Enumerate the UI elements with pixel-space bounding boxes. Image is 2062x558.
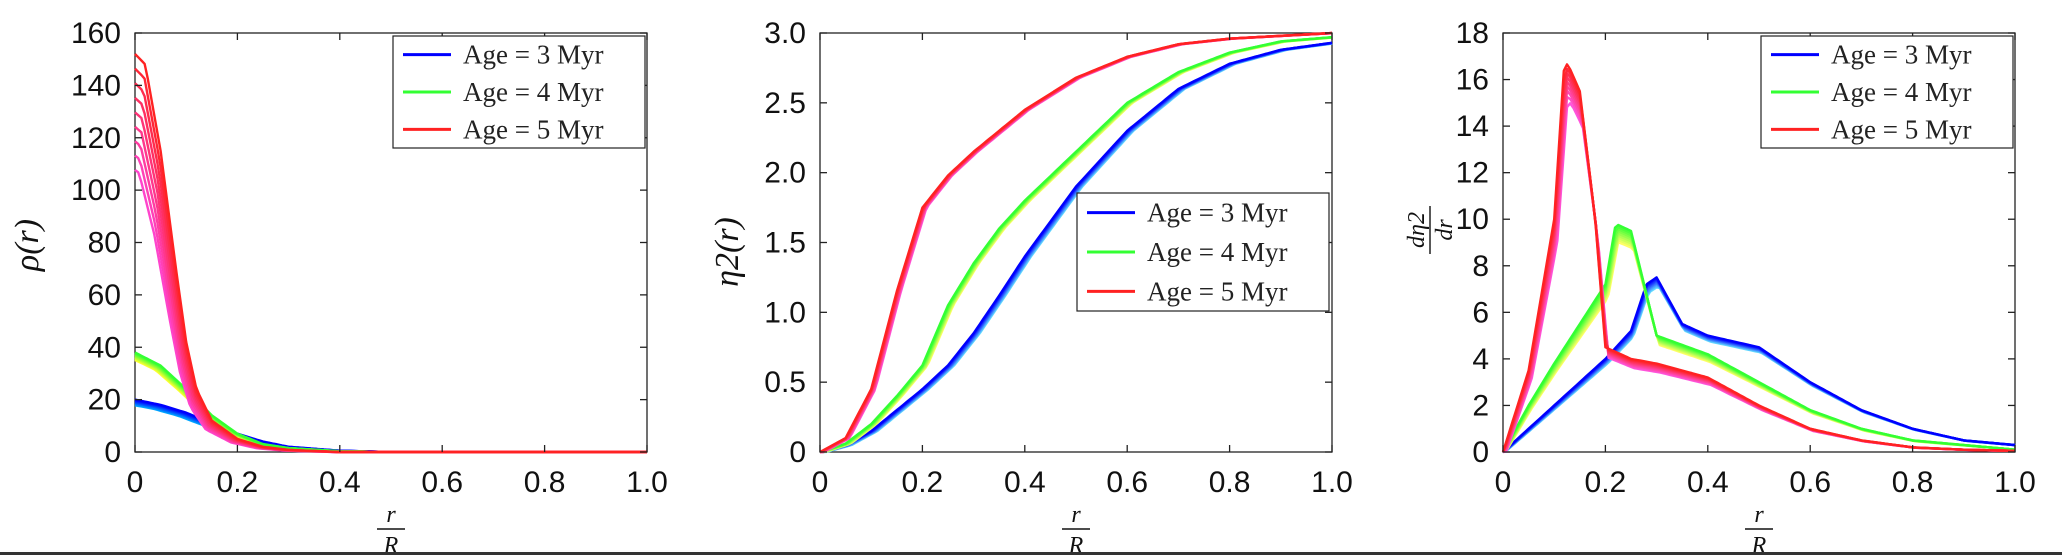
x-tick-label: 1.0 — [1994, 466, 2036, 499]
y-tick-label: 100 — [71, 174, 121, 207]
series-line — [134, 53, 647, 454]
x-label-denominator: R — [1068, 533, 1084, 558]
y-axis-label: η2(r) — [709, 217, 746, 287]
series-1 — [819, 41, 1333, 454]
legend-label-3: Age = 5 Myr — [1831, 114, 1971, 144]
x-tick-label: 0.4 — [319, 466, 361, 499]
legend: Age = 3 Myr Age = 4 Myr Age = 5 Myr — [1076, 192, 1330, 312]
x-axis-label: rR — [1745, 502, 1773, 558]
y-tick-label: 3.0 — [764, 17, 806, 50]
y-tick-label: 60 — [88, 279, 121, 312]
y-tick-label: 0 — [789, 436, 806, 469]
series-3 — [134, 53, 647, 454]
series-line — [1502, 276, 2016, 453]
y-tick-label: 120 — [71, 122, 121, 155]
series-2 — [1501, 223, 2016, 454]
series-2 — [819, 36, 1333, 454]
legend-label-3: Age = 5 Myr — [463, 114, 603, 144]
legend-label-1: Age = 3 Myr — [463, 40, 603, 70]
y-tick-label: 0 — [104, 436, 121, 469]
y-tick-label: 16 — [1456, 64, 1489, 97]
x-tick-label: 0.8 — [1209, 466, 1251, 499]
x-label-denominator: R — [1751, 533, 1767, 558]
x-tick-label: 0.6 — [1106, 466, 1148, 499]
series-3 — [819, 31, 1333, 454]
x-tick-label: 0 — [127, 466, 144, 499]
y-label-denominator: dr — [1432, 219, 1458, 241]
y-tick-label: 14 — [1456, 110, 1489, 143]
x-tick-label: 1.0 — [1311, 466, 1353, 499]
y-tick-label: 8 — [1472, 250, 1489, 283]
y-tick-label: 2 — [1472, 389, 1489, 422]
legend-label-1: Age = 3 Myr — [1831, 40, 1971, 70]
y-tick-label: 140 — [71, 69, 121, 102]
legend: Age = 3 Myr Age = 4 Myr Age = 5 Myr — [1760, 35, 2014, 149]
legend-label-3: Age = 5 Myr — [1147, 276, 1287, 306]
x-tick-label: 0.6 — [421, 466, 463, 499]
y-tick-label: 2.0 — [764, 157, 806, 190]
x-tick-label: 1.0 — [626, 466, 668, 499]
y-axis-label: dη2 dr — [1404, 206, 1458, 254]
series-line — [1501, 63, 2015, 453]
x-axis-label: rR — [377, 502, 405, 558]
legend-label-2: Age = 4 Myr — [463, 77, 603, 107]
y-tick-label: 20 — [88, 384, 121, 417]
y-tick-label: 1.5 — [764, 227, 806, 260]
y-tick-label: 6 — [1472, 296, 1489, 329]
series-1 — [1502, 276, 2016, 454]
series-line — [1501, 223, 2016, 453]
y-tick-label: 4 — [1472, 343, 1489, 376]
y-tick-label: 0.5 — [764, 366, 806, 399]
y-tick-label: 2.5 — [764, 87, 806, 120]
y-axis-label: ρ(r) — [9, 219, 46, 272]
x-tick-label: 0.2 — [1585, 466, 1627, 499]
chart-panel-2: 0 0.2 0.4 0.6 0.8 1.000.51.01.52.02.53.0rRη2(… — [709, 17, 1353, 558]
x-tick-label: 0.8 — [524, 466, 566, 499]
x-axis-label: rR — [1062, 502, 1090, 558]
x-tick-label: 0 — [812, 466, 829, 499]
x-tick-label: 0.4 — [1004, 466, 1046, 499]
x-label-numerator: r — [386, 502, 396, 528]
y-tick-label: 10 — [1456, 203, 1489, 236]
x-tick-label: 0.2 — [217, 466, 259, 499]
x-label-numerator: r — [1071, 502, 1081, 528]
y-tick-label: 40 — [88, 331, 121, 364]
y-tick-label: 160 — [71, 17, 121, 50]
series-3 — [1501, 63, 2016, 454]
x-tick-label: 0 — [1495, 466, 1512, 499]
series-line — [819, 36, 1333, 454]
legend: Age = 3 Myr Age = 4 Myr Age = 5 Myr — [392, 35, 646, 149]
x-tick-label: 0.2 — [902, 466, 944, 499]
y-tick-label: 0 — [1472, 436, 1489, 469]
y-tick-label: 12 — [1456, 157, 1489, 190]
legend-label-1: Age = 3 Myr — [1147, 198, 1287, 228]
series-line — [819, 31, 1333, 454]
legend-label-2: Age = 4 Myr — [1147, 237, 1287, 267]
legend-label-2: Age = 4 Myr — [1831, 77, 1971, 107]
x-tick-label: 0.4 — [1687, 466, 1729, 499]
x-label-numerator: r — [1754, 502, 1764, 528]
y-tick-label: 80 — [88, 227, 121, 260]
bottom-rule — [0, 552, 2062, 555]
y-tick-label: 1.0 — [764, 296, 806, 329]
y-label-numerator: dη2 — [1404, 212, 1430, 248]
series-line — [819, 41, 1333, 454]
x-label-denominator: R — [383, 533, 399, 558]
x-tick-label: 0.6 — [1789, 466, 1831, 499]
x-tick-label: 0.8 — [1892, 466, 1934, 499]
y-tick-label: 18 — [1456, 17, 1489, 50]
chart-panel-1: 0 0.2 0.4 0.6 0.8 1.0020406080100120140160rRρ… — [9, 17, 668, 558]
